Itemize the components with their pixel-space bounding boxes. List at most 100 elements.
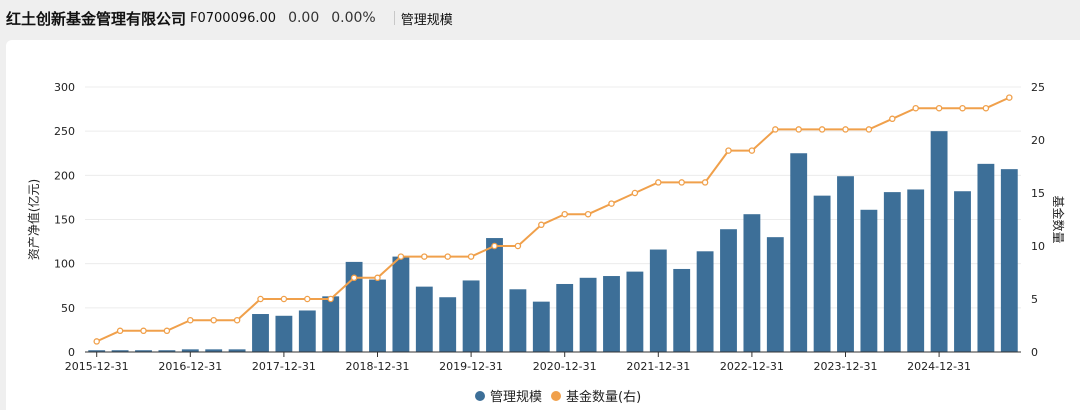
bar [649,249,667,352]
fund-count-point [210,316,217,324]
bar [135,350,152,352]
fund-count-point [748,147,756,154]
x-tick-label: 2023-12-31 [814,360,878,373]
fund-count-point [889,115,896,123]
bar [462,280,480,352]
y-axis-title: 资产净值(亿元) [26,179,41,260]
combo-chart: 0 50 100 150 200 250 300 0 5 10 15 20 25 2015-12-31 20… [26,81,1066,405]
bar [579,277,597,352]
fund-count-point [374,274,381,282]
bar [298,310,316,352]
y2-tick-label: 0 [1031,346,1038,359]
fund-count-point [350,274,358,282]
bar [439,297,457,352]
fund-count-point [444,253,451,260]
bar [1000,169,1018,352]
x-tick-label: 2018-12-31 [346,360,410,373]
fund-count-point [959,104,966,112]
fund-count-point [935,104,943,112]
company-name: 红土创新基金管理有限公司 [6,9,187,28]
fund-count-point [982,104,990,112]
fund-count-point [865,126,873,133]
fund-count-point [795,126,802,133]
legend-line-marker [551,391,561,401]
bar [275,315,293,352]
chart-card: 0 50 100 150 200 250 300 0 5 10 15 20 25 2015-12-31 20… [6,40,1080,410]
fund-count-point [421,253,428,260]
change-percent: 0.00% [331,10,376,26]
legend-label-scale: 管理规模 [490,390,542,405]
x-tick-label: 2019-12-31 [439,360,503,373]
y2-tick-label: 20 [1031,134,1045,147]
bar [860,209,878,352]
bar [626,271,644,352]
bar [205,349,223,352]
fund-count-point [187,316,194,324]
bar [720,229,737,352]
x-tick-label: 2015-12-31 [65,360,129,373]
bar [883,192,901,352]
y-tick-label: 300 [54,81,75,94]
fund-count-point [561,210,568,218]
legend: 管理规模 基金数量(右) [475,389,641,405]
fund-count-point [93,338,100,345]
x-tick-label: 2024-12-31 [907,360,971,373]
legend-bar-marker [475,391,485,401]
fund-count-point [631,189,639,197]
y2-axis-title: 基金数量 [1051,195,1066,243]
fund-count-point [912,104,919,112]
fund-code: F0700096.00 [190,10,277,26]
fund-count-point [140,327,147,335]
bar [954,191,971,352]
fund-count-point [842,126,849,133]
bar [930,131,948,352]
y-tick-label: 200 [54,169,75,182]
bar [813,195,831,352]
y2-tick-label: 10 [1031,240,1045,253]
bar [673,268,691,352]
bar [766,237,784,352]
bar [790,153,808,352]
tab-management-scale[interactable]: 管理规模 [400,12,453,28]
x-tick-label: 2022-12-31 [720,360,784,373]
y2-tick-label: 15 [1031,187,1045,200]
divider [393,11,395,25]
fund-count-point [304,295,311,303]
price-value: 0.00 [288,10,320,26]
fund-count-line [96,96,1010,343]
bar [111,350,129,352]
y-tick-label: 50 [61,302,75,315]
bar [556,283,574,352]
bar [369,279,386,352]
y2-tick-label: 25 [1031,81,1045,94]
legend-label-count: 基金数量(右) [566,389,641,405]
fund-count-point [584,210,592,218]
y-tick-label: 0 [68,346,75,359]
bar [415,286,433,352]
bar [696,251,714,352]
fund-count-point [1006,94,1013,101]
fund-count-point [655,179,662,186]
bar [252,314,269,352]
fund-count-point [514,242,522,250]
bar [88,350,106,352]
fund-count-point [116,327,124,335]
x-tick-label: 2016-12-31 [158,360,222,373]
y-tick-label: 250 [54,125,75,138]
fund-count-point [538,221,545,229]
fund-count-point [491,242,498,250]
fund-count-point [678,179,685,186]
fund-count-point [772,126,779,133]
fund-count-point [327,295,334,303]
x-tick-label: 2017-12-31 [252,360,316,373]
bar [977,163,995,352]
fund-count-point [280,295,288,303]
y-tick-label: 100 [54,258,75,271]
x-tick-label: 2020-12-31 [533,360,597,373]
bar [603,276,620,352]
bar [837,176,854,352]
header-bar: 红土创新基金管理有限公司 F0700096.00 0.00 0.00% 管理规模 [0,0,1080,36]
fund-count-point [233,316,241,324]
bar [509,289,527,352]
fund-count-point [701,179,709,186]
